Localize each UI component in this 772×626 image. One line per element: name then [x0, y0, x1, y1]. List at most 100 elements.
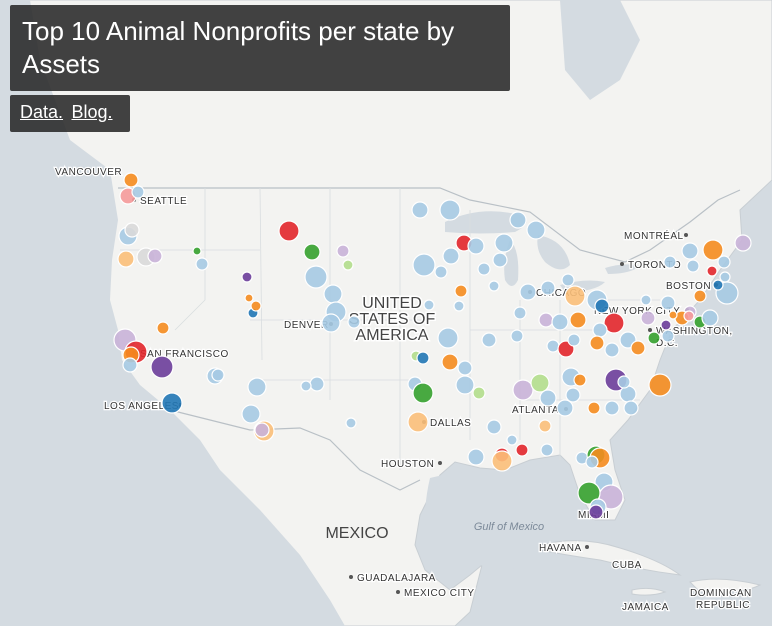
- nonprofit-marker[interactable]: [702, 239, 724, 261]
- nonprofit-marker[interactable]: [577, 481, 601, 505]
- nonprofit-marker[interactable]: [492, 252, 508, 268]
- nonprofit-marker[interactable]: [412, 253, 436, 277]
- nonprofit-marker[interactable]: [510, 329, 524, 343]
- nonprofit-marker[interactable]: [247, 377, 267, 397]
- nonprofit-marker[interactable]: [437, 327, 459, 349]
- nonprofit-marker[interactable]: [567, 333, 581, 347]
- nonprofit-marker[interactable]: [603, 312, 625, 334]
- nonprofit-marker[interactable]: [241, 404, 261, 424]
- nonprofit-marker[interactable]: [211, 368, 225, 382]
- nonprofit-marker[interactable]: [734, 234, 752, 252]
- nonprofit-marker[interactable]: [640, 294, 652, 306]
- nonprofit-marker[interactable]: [131, 185, 145, 199]
- nonprofit-marker[interactable]: [546, 339, 560, 353]
- nonprofit-marker[interactable]: [416, 351, 430, 365]
- nonprofit-marker[interactable]: [278, 220, 300, 242]
- nonprofit-marker[interactable]: [345, 417, 357, 429]
- nonprofit-marker[interactable]: [538, 419, 552, 433]
- nonprofit-marker[interactable]: [556, 399, 574, 417]
- nonprofit-marker[interactable]: [623, 400, 639, 416]
- nonprofit-marker[interactable]: [592, 322, 608, 338]
- nonprofit-marker[interactable]: [304, 265, 328, 289]
- nonprofit-marker[interactable]: [587, 401, 601, 415]
- nonprofit-marker[interactable]: [564, 285, 586, 307]
- nonprofit-marker[interactable]: [150, 355, 174, 379]
- nonprofit-marker[interactable]: [254, 422, 270, 438]
- nonprofit-marker[interactable]: [506, 434, 518, 446]
- nonprofit-marker[interactable]: [512, 379, 534, 401]
- nonprofit-marker[interactable]: [683, 310, 695, 322]
- nonprofit-marker[interactable]: [668, 310, 678, 320]
- nonprofit-marker[interactable]: [347, 315, 361, 329]
- blog-link[interactable]: Blog.: [71, 102, 113, 122]
- nonprofit-marker[interactable]: [540, 443, 554, 457]
- nonprofit-marker[interactable]: [323, 284, 343, 304]
- nonprofit-marker[interactable]: [494, 233, 514, 253]
- nonprofit-marker[interactable]: [539, 389, 557, 407]
- nonprofit-marker[interactable]: [551, 313, 569, 331]
- nonprofit-marker[interactable]: [439, 199, 461, 221]
- nonprofit-marker[interactable]: [573, 373, 587, 387]
- nonprofit-marker[interactable]: [192, 246, 202, 256]
- nonprofit-marker[interactable]: [585, 455, 599, 469]
- nonprofit-marker[interactable]: [640, 310, 656, 326]
- nonprofit-marker[interactable]: [457, 360, 473, 376]
- nonprofit-marker[interactable]: [604, 342, 620, 358]
- nonprofit-marker[interactable]: [244, 293, 254, 303]
- nonprofit-marker[interactable]: [309, 376, 325, 392]
- nonprofit-marker[interactable]: [648, 373, 672, 397]
- nonprofit-marker[interactable]: [706, 265, 718, 277]
- nonprofit-marker[interactable]: [342, 259, 354, 271]
- nonprofit-marker[interactable]: [434, 265, 448, 279]
- nonprofit-marker[interactable]: [686, 259, 700, 273]
- nonprofit-marker[interactable]: [491, 450, 513, 472]
- nonprofit-marker[interactable]: [477, 262, 491, 276]
- nonprofit-marker[interactable]: [124, 222, 140, 238]
- nonprofit-marker[interactable]: [509, 211, 527, 229]
- nonprofit-marker[interactable]: [472, 386, 486, 400]
- nonprofit-marker[interactable]: [565, 387, 581, 403]
- nonprofit-marker[interactable]: [717, 255, 731, 269]
- nonprofit-marker[interactable]: [681, 242, 699, 260]
- nonprofit-marker[interactable]: [303, 243, 321, 261]
- nonprofit-marker[interactable]: [467, 448, 485, 466]
- nonprofit-marker[interactable]: [481, 332, 497, 348]
- nonprofit-marker[interactable]: [569, 311, 587, 329]
- nonprofit-marker[interactable]: [647, 331, 661, 345]
- nonprofit-marker[interactable]: [241, 271, 253, 283]
- nonprofit-marker[interactable]: [423, 299, 435, 311]
- nonprofit-marker[interactable]: [411, 201, 429, 219]
- nonprofit-marker[interactable]: [526, 220, 546, 240]
- nonprofit-marker[interactable]: [321, 313, 341, 333]
- nonprofit-marker[interactable]: [660, 295, 676, 311]
- nonprofit-marker[interactable]: [467, 237, 485, 255]
- nonprofit-marker[interactable]: [589, 335, 605, 351]
- nonprofit-marker[interactable]: [661, 329, 675, 343]
- nonprofit-marker[interactable]: [538, 312, 554, 328]
- nonprofit-marker[interactable]: [663, 255, 677, 269]
- nonprofit-marker[interactable]: [513, 306, 527, 320]
- nonprofit-marker[interactable]: [515, 443, 529, 457]
- nonprofit-marker[interactable]: [156, 321, 170, 335]
- nonprofit-marker[interactable]: [412, 382, 434, 404]
- nonprofit-marker[interactable]: [712, 279, 724, 291]
- nonprofit-marker[interactable]: [701, 309, 719, 327]
- nonprofit-marker[interactable]: [486, 419, 502, 435]
- nonprofit-marker[interactable]: [442, 247, 460, 265]
- nonprofit-marker[interactable]: [540, 280, 556, 296]
- nonprofit-marker[interactable]: [660, 319, 672, 331]
- nonprofit-marker[interactable]: [594, 298, 610, 314]
- nonprofit-marker[interactable]: [250, 300, 262, 312]
- nonprofit-marker[interactable]: [147, 248, 163, 264]
- nonprofit-marker[interactable]: [300, 380, 312, 392]
- nonprofit-marker[interactable]: [453, 300, 465, 312]
- nonprofit-marker[interactable]: [455, 375, 475, 395]
- nonprofit-marker[interactable]: [488, 280, 500, 292]
- nonprofit-marker[interactable]: [122, 357, 138, 373]
- nonprofit-marker[interactable]: [407, 411, 429, 433]
- nonprofit-marker[interactable]: [519, 283, 537, 301]
- nonprofit-marker[interactable]: [195, 257, 209, 271]
- nonprofit-marker[interactable]: [454, 284, 468, 298]
